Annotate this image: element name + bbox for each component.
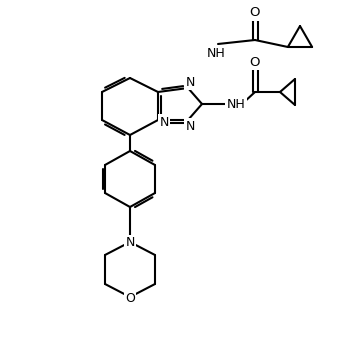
Text: NH: NH [207,47,226,60]
Text: O: O [250,55,260,68]
Text: O: O [125,291,135,304]
Text: N: N [185,119,195,132]
Text: N: N [159,115,169,129]
Text: O: O [250,7,260,20]
Text: N: N [125,236,135,249]
Text: N: N [185,76,195,88]
Text: NH: NH [227,97,245,110]
